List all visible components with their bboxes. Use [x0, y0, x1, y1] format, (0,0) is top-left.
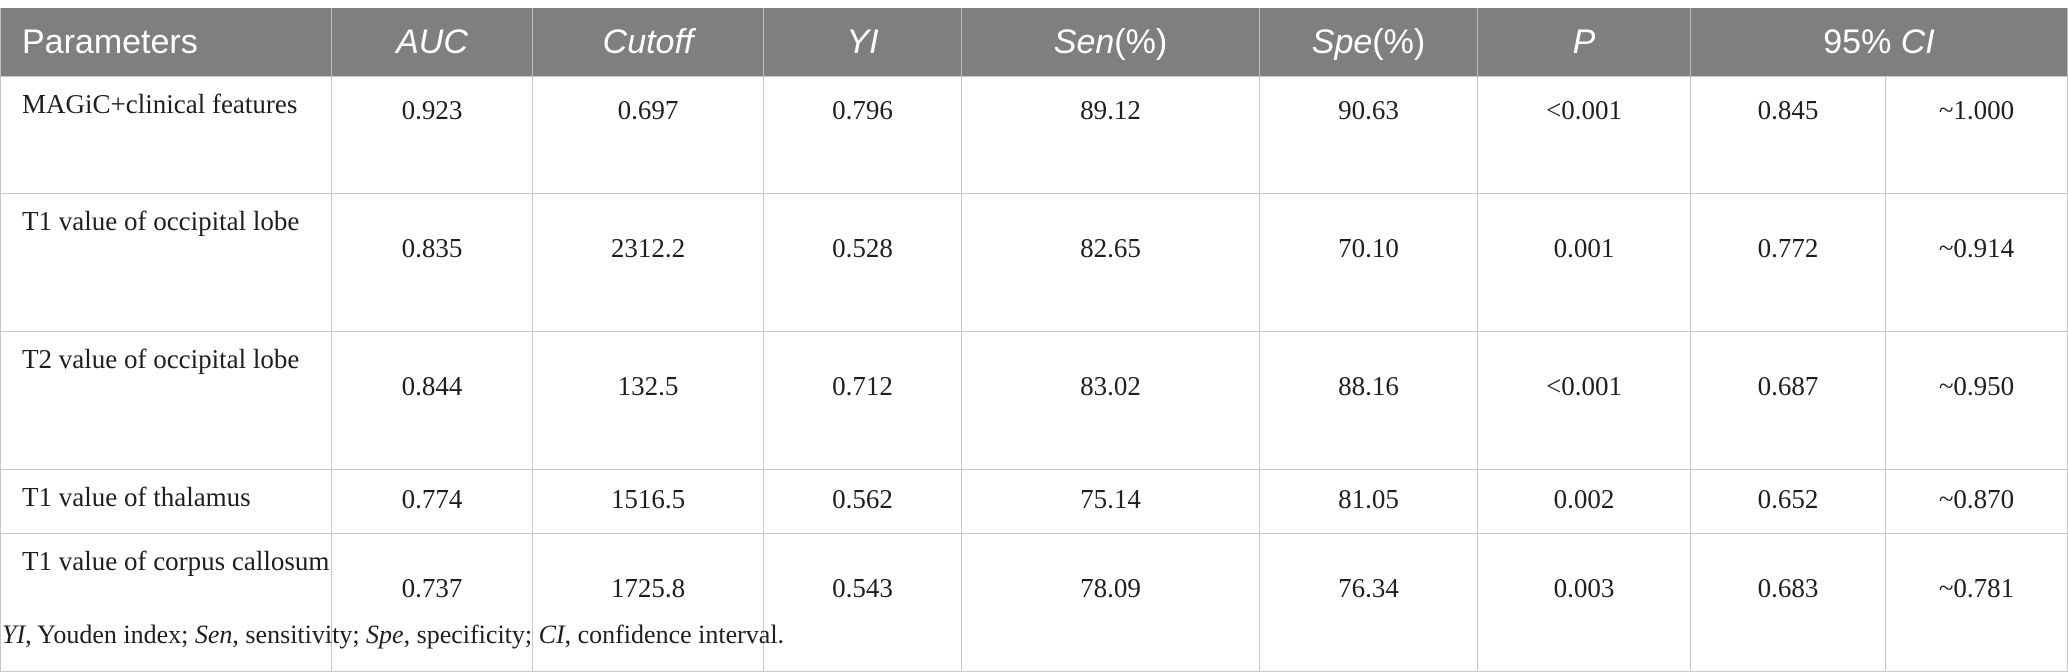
- cell-auc: 0.844: [331, 331, 533, 470]
- cell-yi: 0.562: [763, 469, 962, 534]
- table-row: T2 value of occipital lobe 0.844 132.5 0…: [0, 331, 2068, 470]
- cell-sen: 89.12: [961, 76, 1260, 194]
- cell-spe: 88.16: [1259, 331, 1478, 470]
- footnote-spe-text: , specificity;: [403, 620, 539, 649]
- cell-yi: 0.528: [763, 193, 962, 332]
- header-cutoff-label: Cutoff: [602, 22, 694, 61]
- table-row: T1 value of corpus callosum 0.737 1725.8…: [0, 533, 2068, 672]
- table-footnote: YI, Youden index; Sen, sensitivity; Spe,…: [2, 620, 784, 650]
- cell-p: 0.003: [1477, 533, 1691, 672]
- table-row: T1 value of occipital lobe 0.835 2312.2 …: [0, 193, 2068, 332]
- cell-ci-low: 0.652: [1690, 469, 1886, 534]
- header-cutoff: Cutoff: [532, 8, 764, 77]
- cell-ci-high: ~0.914: [1885, 193, 2068, 332]
- header-spe: Spe(%): [1259, 8, 1478, 77]
- cell-auc: 0.835: [331, 193, 533, 332]
- cell-auc: 0.923: [331, 76, 533, 194]
- cell-cutoff: 2312.2: [532, 193, 764, 332]
- cell-spe: 70.10: [1259, 193, 1478, 332]
- header-parameters: Parameters: [0, 8, 332, 77]
- cell-p: <0.001: [1477, 331, 1691, 470]
- header-spe-label: Spe: [1311, 22, 1373, 61]
- header-ci-label: CI: [1900, 22, 1935, 61]
- header-row: Parameters AUC Cutoff YI Sen(%) Spe(%) P…: [0, 8, 2068, 77]
- footnote-yi-text: , Youden index;: [25, 620, 195, 649]
- header-sen-unit: (%): [1114, 22, 1168, 61]
- cell-yi: 0.543: [763, 533, 962, 672]
- header-auc-label: AUC: [396, 22, 468, 61]
- cell-parameter: T2 value of occipital lobe: [0, 331, 332, 470]
- roc-results-table: Parameters AUC Cutoff YI Sen(%) Spe(%) P…: [0, 8, 2068, 672]
- footnote-yi-abbr: YI: [2, 620, 26, 649]
- header-sen: Sen(%): [961, 8, 1260, 77]
- cell-yi: 0.712: [763, 331, 962, 470]
- header-p: P: [1477, 8, 1691, 77]
- cell-ci-high: ~0.781: [1885, 533, 2068, 672]
- header-ci: 95% CI: [1690, 8, 2068, 77]
- cell-cutoff: 0.697: [532, 76, 764, 194]
- cell-spe: 81.05: [1259, 469, 1478, 534]
- cell-p: <0.001: [1477, 76, 1691, 194]
- results-table-container: Parameters AUC Cutoff YI Sen(%) Spe(%) P…: [0, 8, 2068, 672]
- cell-parameter: MAGiC+clinical features: [0, 76, 332, 194]
- cell-ci-low: 0.683: [1690, 533, 1886, 672]
- table-row: T1 value of thalamus 0.774 1516.5 0.562 …: [0, 469, 2068, 534]
- cell-p: 0.001: [1477, 193, 1691, 332]
- cell-ci-high: ~0.950: [1885, 331, 2068, 470]
- cell-ci-low: 0.687: [1690, 331, 1886, 470]
- cell-sen: 82.65: [961, 193, 1260, 332]
- table-row: MAGiC+clinical features 0.923 0.697 0.79…: [0, 76, 2068, 194]
- cell-parameter: T1 value of occipital lobe: [0, 193, 332, 332]
- footnote-sen-text: , sensitivity;: [232, 620, 367, 649]
- footnote-ci-text: , confidence interval.: [564, 620, 785, 649]
- cell-ci-low: 0.845: [1690, 76, 1886, 194]
- header-ci-prefix: 95%: [1823, 22, 1901, 61]
- cell-ci-high: ~1.000: [1885, 76, 2068, 194]
- footnote-spe-abbr: Spe: [366, 620, 404, 649]
- cell-auc: 0.774: [331, 469, 533, 534]
- cell-spe: 76.34: [1259, 533, 1478, 672]
- cell-yi: 0.796: [763, 76, 962, 194]
- cell-parameter: T1 value of corpus callosum: [0, 533, 332, 672]
- cell-cutoff: 132.5: [532, 331, 764, 470]
- header-yi-label: YI: [846, 22, 879, 61]
- header-spe-unit: (%): [1372, 22, 1426, 61]
- cell-auc: 0.737: [331, 533, 533, 672]
- footnote-ci-abbr: CI: [538, 620, 565, 649]
- cell-p: 0.002: [1477, 469, 1691, 534]
- cell-sen: 78.09: [961, 533, 1260, 672]
- cell-sen: 83.02: [961, 331, 1260, 470]
- cell-sen: 75.14: [961, 469, 1260, 534]
- header-p-label: P: [1572, 22, 1596, 61]
- cell-spe: 90.63: [1259, 76, 1478, 194]
- header-yi: YI: [763, 8, 962, 77]
- cell-cutoff: 1725.8: [532, 533, 764, 672]
- header-auc: AUC: [331, 8, 533, 77]
- header-sen-label: Sen: [1053, 22, 1115, 61]
- cell-cutoff: 1516.5: [532, 469, 764, 534]
- cell-ci-low: 0.772: [1690, 193, 1886, 332]
- cell-ci-high: ~0.870: [1885, 469, 2068, 534]
- cell-parameter: T1 value of thalamus: [0, 469, 332, 534]
- footnote-sen-abbr: Sen: [194, 620, 233, 649]
